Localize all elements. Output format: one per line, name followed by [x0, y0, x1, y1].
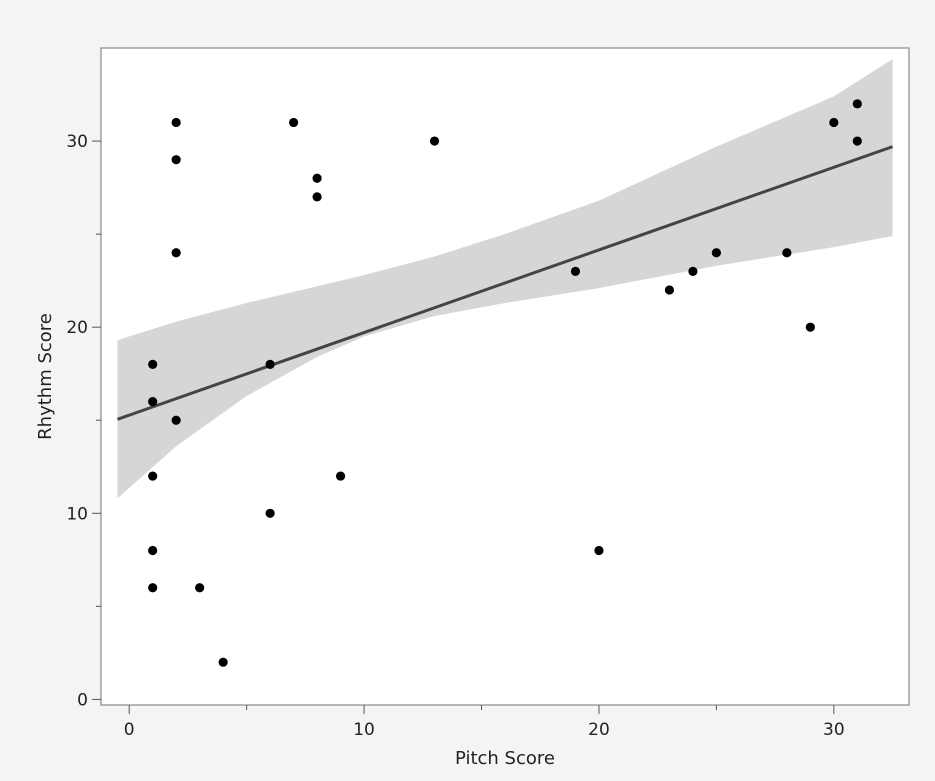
y-tick-label: 0: [77, 690, 88, 710]
y-axis-title: Rhythm Score: [35, 313, 56, 440]
y-tick-label: 30: [66, 132, 88, 152]
data-point: [218, 657, 228, 667]
data-point: [805, 322, 815, 332]
data-point: [265, 359, 275, 370]
plot-content: [116, 59, 894, 667]
data-point: [148, 545, 158, 556]
plot-frame: [100, 47, 910, 706]
data-point: [312, 173, 322, 183]
data-point: [171, 248, 181, 258]
data-point: [570, 266, 581, 276]
data-point: [148, 397, 158, 407]
data-point: [688, 266, 698, 276]
data-point: [429, 136, 440, 146]
data-point: [148, 471, 158, 481]
x-axis-title: Pitch Score: [455, 748, 555, 769]
data-point: [852, 99, 862, 109]
x-tick-label: 0: [124, 720, 135, 740]
data-point: [148, 359, 158, 370]
y-tick-label: 20: [66, 318, 88, 338]
x-tick-label: 20: [588, 720, 610, 740]
data-point: [195, 583, 205, 593]
data-point: [594, 545, 604, 556]
data-point: [711, 248, 721, 258]
x-tick-label: 30: [823, 720, 845, 740]
data-point: [312, 192, 322, 202]
data-point: [289, 117, 299, 128]
data-point: [664, 285, 675, 295]
data-point: [829, 117, 839, 128]
data-point: [335, 471, 346, 481]
x-tick-label: 10: [353, 720, 375, 740]
data-point: [265, 508, 275, 518]
data-point: [852, 136, 862, 146]
y-tick-label: 10: [66, 504, 88, 524]
data-point: [148, 583, 158, 593]
confidence-band: [117, 59, 893, 499]
data-point: [782, 248, 792, 258]
data-point: [171, 155, 181, 165]
data-point: [171, 117, 181, 128]
fit-line: [116, 145, 894, 421]
data-point: [171, 415, 181, 425]
